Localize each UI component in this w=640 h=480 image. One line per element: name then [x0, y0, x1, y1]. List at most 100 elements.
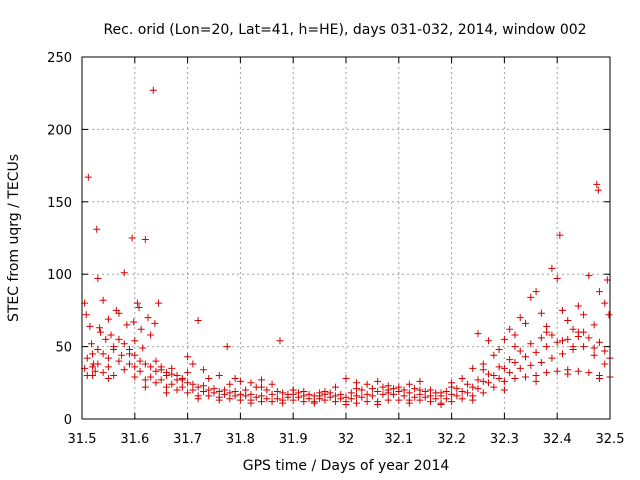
- data-point: [527, 340, 535, 348]
- data-point: [331, 383, 339, 391]
- data-point: [147, 331, 155, 339]
- data-point: [147, 373, 155, 381]
- data-point: [263, 386, 271, 394]
- data-point: [469, 396, 477, 404]
- data-point: [522, 319, 530, 327]
- data-point: [379, 390, 387, 398]
- data-point: [453, 392, 461, 400]
- data-point: [585, 369, 593, 377]
- data-point: [215, 396, 223, 404]
- data-point: [137, 325, 145, 333]
- data-point: [252, 393, 260, 401]
- data-point: [231, 374, 239, 382]
- data-point: [448, 390, 456, 398]
- x-axis-label: GPS time / Days of year 2014: [243, 458, 450, 474]
- x-tick-label: 32: [338, 432, 355, 447]
- data-point: [131, 363, 139, 371]
- data-point: [495, 374, 503, 382]
- data-point: [131, 373, 139, 381]
- data-point: [247, 379, 255, 387]
- data-point: [126, 350, 134, 358]
- data-point: [448, 379, 456, 387]
- data-point: [405, 380, 413, 388]
- data-point: [353, 399, 361, 407]
- data-point: [605, 311, 613, 319]
- grid-layer: [82, 57, 610, 419]
- data-point: [184, 369, 192, 377]
- data-point: [574, 367, 582, 375]
- data-point: [516, 364, 524, 372]
- data-point: [469, 383, 477, 391]
- data-point: [548, 264, 556, 272]
- data-point: [236, 390, 244, 398]
- data-point: [94, 360, 102, 368]
- data-point: [363, 398, 371, 406]
- data-point: [537, 359, 545, 367]
- x-tick-label: 32.4: [543, 432, 572, 447]
- data-point: [268, 398, 276, 406]
- data-point: [485, 370, 493, 378]
- data-point: [379, 383, 387, 391]
- data-point: [94, 345, 102, 353]
- data-point: [601, 347, 609, 355]
- data-point: [590, 321, 598, 329]
- data-point: [263, 395, 271, 403]
- data-point: [141, 235, 149, 243]
- data-point: [437, 392, 445, 400]
- data-point: [276, 337, 284, 345]
- data-point: [548, 331, 556, 339]
- data-point: [120, 340, 128, 348]
- data-point: [411, 385, 419, 393]
- y-tick-label: 150: [47, 196, 72, 211]
- data-point: [358, 386, 366, 394]
- data-point: [141, 360, 149, 368]
- data-point: [601, 360, 609, 368]
- data-point: [279, 399, 287, 407]
- data-point: [104, 363, 112, 371]
- data-point: [527, 361, 535, 369]
- data-point: [416, 386, 424, 394]
- data-point: [231, 387, 239, 395]
- data-point: [268, 380, 276, 388]
- data-point: [564, 335, 572, 343]
- data-point: [131, 337, 139, 345]
- data-point: [558, 350, 566, 358]
- data-point: [115, 357, 123, 365]
- data-point: [474, 330, 482, 338]
- data-point: [151, 319, 159, 327]
- data-point: [155, 299, 163, 307]
- data-point: [506, 356, 514, 364]
- data-point: [152, 367, 160, 375]
- data-point: [564, 370, 572, 378]
- data-point: [400, 386, 408, 394]
- data-point: [469, 364, 477, 372]
- data-point: [479, 377, 487, 385]
- data-point: [284, 390, 292, 398]
- data-point: [147, 363, 155, 371]
- data-point: [363, 390, 371, 398]
- data-point: [479, 389, 487, 397]
- data-point: [83, 354, 91, 362]
- data-point: [120, 366, 128, 374]
- data-point: [135, 304, 143, 312]
- data-point: [342, 401, 350, 409]
- data-point: [363, 380, 371, 388]
- x-tick-label: 32.1: [384, 432, 413, 447]
- axis-ticks: 31.5 31.6 31.7 31.8 31.9 32 32.1 32.2 32.3 32.4 32…: [47, 51, 624, 447]
- data-point: [194, 383, 202, 391]
- data-point: [516, 314, 524, 322]
- data-point: [485, 337, 493, 345]
- data-point: [94, 275, 102, 283]
- data-point: [416, 377, 424, 385]
- data-point: [93, 225, 101, 233]
- x-tick-label: 31.6: [120, 432, 149, 447]
- data-point: [569, 343, 577, 351]
- data-point: [226, 389, 234, 397]
- data-point: [342, 374, 350, 382]
- data-point: [258, 376, 266, 384]
- data-point: [556, 231, 564, 239]
- data-point: [189, 360, 197, 368]
- data-point: [120, 269, 128, 277]
- y-tick-label: 200: [47, 123, 72, 138]
